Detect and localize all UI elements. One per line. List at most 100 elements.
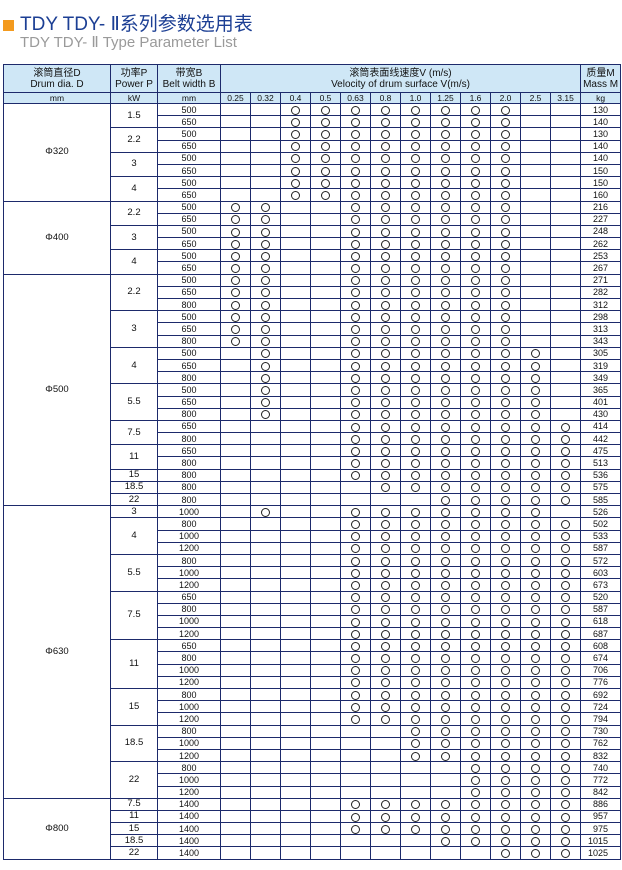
available-circle-icon (411, 385, 420, 395)
mass: 513 (580, 456, 622, 470)
speed-cell (340, 285, 371, 300)
mass: 575 (580, 480, 622, 495)
belt-width: 650 (157, 322, 221, 336)
speed-cell (220, 590, 251, 604)
available-circle-icon (471, 264, 480, 274)
available-circle-icon (441, 434, 450, 444)
speed-cell (370, 822, 401, 836)
speed-cell (340, 822, 371, 836)
belt-width: 650 (157, 395, 221, 409)
speed-cell (280, 834, 311, 848)
available-circle-icon (531, 471, 540, 481)
available-circle-icon (441, 739, 450, 749)
available-circle-icon (471, 178, 480, 188)
speed-cell (220, 748, 251, 763)
speed-cell (549, 310, 582, 324)
speed-cell (490, 578, 521, 592)
speed-cell (520, 687, 551, 702)
available-circle-icon (411, 349, 420, 359)
available-circle-icon (351, 410, 360, 420)
speed-cell (460, 273, 491, 287)
available-circle-icon (381, 142, 390, 152)
power: 4 (110, 176, 158, 202)
available-circle-icon (381, 385, 390, 395)
available-circle-icon (471, 824, 480, 834)
available-circle-icon (411, 166, 420, 176)
speed-cell (370, 176, 401, 190)
available-circle-icon (291, 130, 300, 140)
table-row: 7.5 650 414 (4, 419, 622, 446)
speed-cell (549, 590, 582, 604)
available-circle-icon (561, 422, 571, 432)
speed-cell (490, 358, 521, 373)
speed-cell (400, 334, 431, 348)
speed-cell (460, 687, 491, 702)
speed-cell (250, 249, 281, 263)
speed-cell (430, 602, 461, 616)
available-circle-icon (441, 605, 450, 615)
available-circle-icon (561, 788, 571, 798)
speed-cell (520, 505, 551, 519)
available-circle-icon (501, 532, 510, 542)
mass: 724 (580, 700, 622, 714)
available-circle-icon (531, 824, 540, 834)
speed-cell (490, 115, 521, 129)
available-circle-icon (441, 385, 450, 395)
speed-cell (250, 334, 281, 348)
available-circle-icon (381, 337, 390, 347)
table-row: 650 160 (4, 188, 622, 202)
speed-cell (310, 419, 341, 434)
speed-cell (310, 639, 341, 653)
power: 4 (110, 346, 158, 385)
speed-cell (250, 712, 281, 726)
speed-cell (400, 237, 431, 251)
available-circle-icon (441, 715, 450, 725)
speed-cell (490, 151, 521, 165)
available-circle-icon (501, 690, 510, 700)
available-circle-icon (381, 264, 390, 274)
speed-cell (280, 188, 311, 202)
speed-cell (220, 115, 251, 129)
speed-cell (520, 115, 551, 129)
speed-cell (280, 346, 311, 360)
speed-cell (220, 139, 251, 153)
table-row: 2.2 500 130 (4, 127, 622, 153)
speed-cell (520, 432, 551, 446)
speed-cell (549, 456, 582, 470)
available-circle-icon (351, 337, 360, 347)
available-circle-icon (561, 544, 571, 554)
available-circle-icon (351, 166, 360, 176)
speed-cell (520, 212, 551, 226)
speed-cell (520, 163, 551, 178)
available-circle-icon (501, 641, 510, 651)
speed-cell (310, 748, 341, 763)
available-circle-icon (471, 398, 480, 408)
table-row: 7.5 650 520 (4, 590, 622, 641)
belt-width: 800 (157, 687, 221, 702)
table-row: 800 442 (4, 432, 622, 446)
belt-width: 800 (157, 407, 221, 421)
speed-cell (520, 419, 551, 434)
speed-cell (490, 505, 521, 519)
speed-cell (549, 334, 582, 348)
available-circle-icon (231, 239, 240, 249)
speed-cell (250, 785, 281, 799)
power: 15 (110, 688, 158, 726)
speed-cell (250, 602, 281, 616)
mass: 313 (580, 322, 622, 336)
available-circle-icon (351, 471, 360, 481)
available-circle-icon (411, 300, 420, 310)
available-circle-icon (441, 166, 450, 176)
speed-cell (430, 663, 461, 677)
available-circle-icon (501, 702, 510, 712)
power: 7.5 (110, 797, 158, 811)
speed-cell (430, 590, 461, 604)
speed-cell (370, 358, 401, 373)
speed-cell (549, 627, 582, 641)
speed-cell (460, 395, 491, 409)
speed-cell (280, 785, 311, 799)
power: 7.5 (110, 419, 158, 446)
belt-width: 500 (157, 224, 221, 239)
speed-cell (549, 322, 582, 336)
speed-cell (280, 334, 311, 348)
